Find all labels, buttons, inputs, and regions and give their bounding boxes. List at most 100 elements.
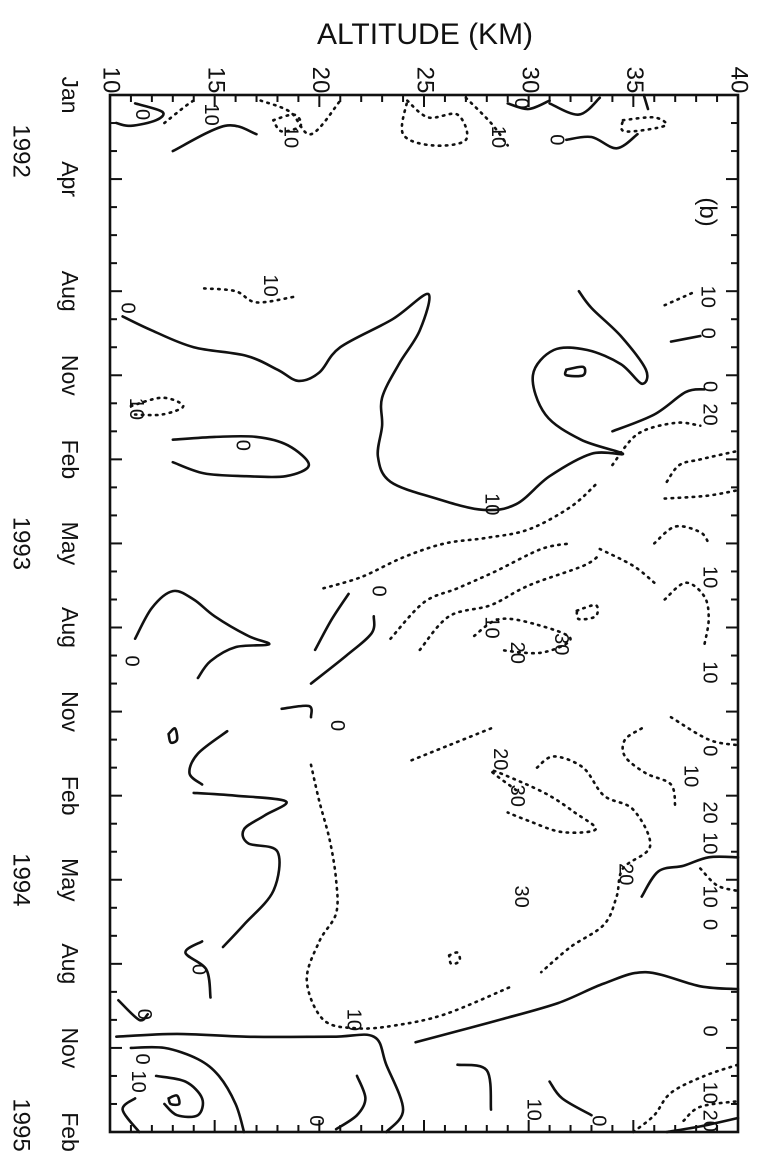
- contour-line-13: [121, 289, 649, 512]
- contour-line-58: [188, 729, 229, 786]
- contour-label-27: 20: [698, 801, 720, 823]
- year-label: 1995: [8, 1098, 35, 1151]
- contour-line-7: [506, 99, 551, 111]
- time-tick-label: Feb: [57, 440, 83, 480]
- time-tick-labels: Jan Apr Aug Nov Feb May Aug Nov Feb May Aug Nov Feb: [57, 76, 83, 1151]
- time-tick-label: Jan: [57, 76, 83, 113]
- contour-line-54: [548, 1080, 593, 1117]
- contour-line-10: [620, 115, 668, 133]
- contour-label-10: 0: [698, 381, 720, 392]
- contour-line-28: [472, 617, 572, 655]
- contour-label-21: 10: [698, 661, 720, 683]
- contour-label-39: 0: [305, 1115, 327, 1126]
- contour-line-5: [400, 99, 469, 147]
- plot-frame: [108, 93, 740, 1134]
- altitude-ticks: [109, 95, 739, 1132]
- contour-line-53: [456, 1063, 493, 1111]
- contour-line-44: [115, 1032, 405, 1134]
- contour-label-24: 0: [698, 745, 720, 756]
- contour-line-41: [192, 791, 288, 949]
- contour-line-25: [309, 615, 376, 685]
- time-ticks: [110, 94, 738, 1133]
- contour-line-14: [663, 289, 698, 307]
- contour-line-8: [548, 96, 602, 116]
- contour-line-35: [406, 727, 493, 764]
- contour-line-18: [611, 421, 702, 467]
- contour-label-42: 10: [698, 1082, 720, 1104]
- contour-line-40: [305, 763, 514, 1030]
- contour-label-14: 10: [481, 493, 503, 515]
- contour-line-30: [598, 547, 656, 584]
- contour-label-18: 20: [506, 642, 528, 664]
- contour-label-31: 10: [698, 885, 720, 907]
- contour-label-37: 0: [131, 1054, 153, 1065]
- contour-line-9: [565, 132, 639, 150]
- altitude-tick-label: 30: [516, 67, 543, 94]
- contour-line-23: [322, 483, 597, 590]
- time-tick-label: May: [57, 858, 83, 902]
- contour-line-33: [133, 589, 271, 680]
- contour-label-41: 0: [587, 1115, 609, 1126]
- contour-label-3: 10: [487, 126, 509, 148]
- contour-line-0: [115, 102, 165, 128]
- contour-line-15: [669, 334, 702, 343]
- contour-line-34: [280, 704, 313, 719]
- contour-label-13: 0: [232, 440, 254, 451]
- contour-line-17: [611, 387, 706, 433]
- contour-label-7: 0: [116, 302, 138, 313]
- contour-label-30: 20: [615, 863, 637, 885]
- contour-label-35: 0: [133, 1009, 155, 1020]
- contour-label-26: 30: [506, 785, 528, 807]
- contour-line-39: [535, 755, 652, 974]
- contour-line-4: [272, 113, 303, 133]
- time-tick-label: Feb: [57, 1112, 83, 1152]
- time-tick-label: Feb: [57, 776, 83, 816]
- contour-line-49: [129, 1045, 246, 1134]
- time-tick-label: Apr: [57, 161, 83, 197]
- contour-line-60: [447, 951, 462, 966]
- contour-label-16: 10: [698, 566, 720, 588]
- contour-label-5: 0: [546, 134, 568, 145]
- contour-line-48: [699, 867, 740, 893]
- contour-label-8: 10: [696, 286, 718, 308]
- contour-line-16: [563, 365, 587, 378]
- contour-label-9: 0: [696, 328, 718, 339]
- time-tick-label: Nov: [57, 1027, 83, 1068]
- contour-line-32: [663, 581, 711, 646]
- contour-line-31: [653, 524, 710, 545]
- altitude-tick-label: 15: [202, 67, 229, 94]
- contour-label-28: 10: [698, 832, 720, 854]
- contour-line-2: [171, 124, 258, 153]
- contour-label-36: 0: [698, 1026, 720, 1037]
- time-tick-label: Nov: [57, 355, 83, 396]
- time-tick-label: Aug: [57, 271, 83, 312]
- x-axis-title: ALTITUDE (KM): [317, 18, 533, 51]
- time-tick-label: Aug: [57, 943, 83, 984]
- contour-line-1: [163, 96, 200, 125]
- contour-label-22: 0: [326, 720, 348, 731]
- contour-label-6: 10: [259, 274, 281, 296]
- year-label: 1994: [8, 853, 35, 906]
- contour-line-38: [489, 769, 598, 835]
- altitude-tick-labels: 10 15 20 25 30 35 40: [98, 67, 753, 94]
- contour-label-1: 10: [200, 103, 222, 125]
- contour-label-32: 0: [698, 919, 720, 930]
- contour-label-43: 20: [698, 1110, 720, 1132]
- time-tick-label: Aug: [57, 607, 83, 648]
- contour-label-17: 10: [481, 616, 503, 638]
- contour-label-25: 10: [680, 765, 702, 787]
- contour-line-37: [669, 715, 740, 747]
- contour-line-6: [464, 96, 509, 147]
- contour-line-27: [418, 553, 602, 652]
- contour-label-19: 30: [550, 633, 572, 655]
- contour-line-56: [682, 1099, 740, 1123]
- time-tick-label: May: [57, 522, 83, 566]
- year-label: 1992: [8, 124, 35, 177]
- contour-line-45: [334, 1074, 367, 1131]
- year-label: 1993: [8, 517, 35, 570]
- contour-label-4: 0: [510, 98, 532, 109]
- contour-label-2: 10: [280, 126, 302, 148]
- time-tick-label: Nov: [57, 691, 83, 732]
